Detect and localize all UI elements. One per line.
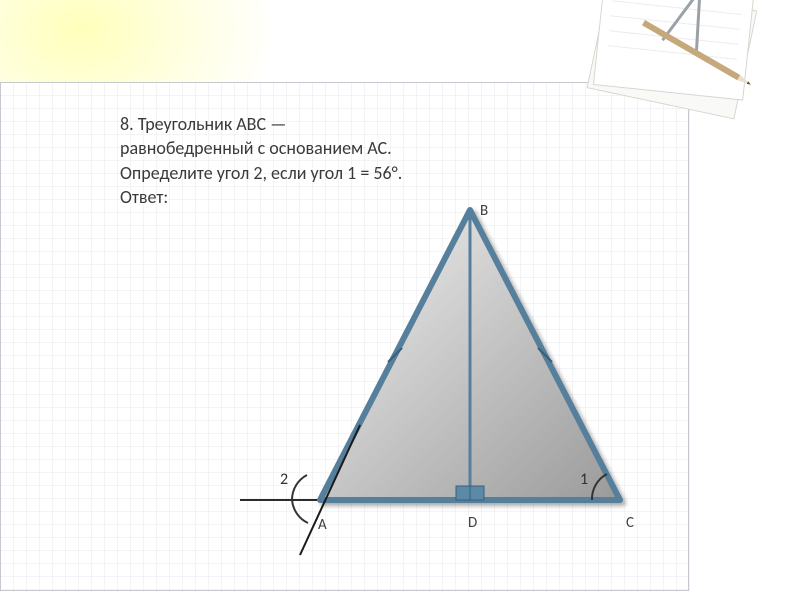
problem-answer-prompt: Ответ: xyxy=(120,186,168,208)
vertex-label-b: B xyxy=(480,202,488,220)
problem-line1: 8. Треугольник ABC — xyxy=(120,113,286,135)
angle-label-2: 2 xyxy=(280,470,288,489)
vertex-label-d: D xyxy=(468,514,477,532)
angle-label-1: 1 xyxy=(580,470,588,489)
vertex-label-a: A xyxy=(318,516,327,534)
problem-line3: Определите угол 2, если угол 1 = 56°. xyxy=(120,162,402,184)
geometry-diagram: A B C D 1 2 xyxy=(230,200,670,560)
diagram-svg xyxy=(230,200,670,560)
right-angle-markers xyxy=(456,486,484,500)
angle2-arc-b xyxy=(292,475,307,500)
problem-text: 8. Треугольник ABC — равнобедренный с ос… xyxy=(120,112,460,209)
problem-line2: равнобедренный с основанием AC. xyxy=(120,137,392,159)
vertex-label-c: C xyxy=(626,514,634,532)
angle2-arc-a xyxy=(292,500,308,523)
